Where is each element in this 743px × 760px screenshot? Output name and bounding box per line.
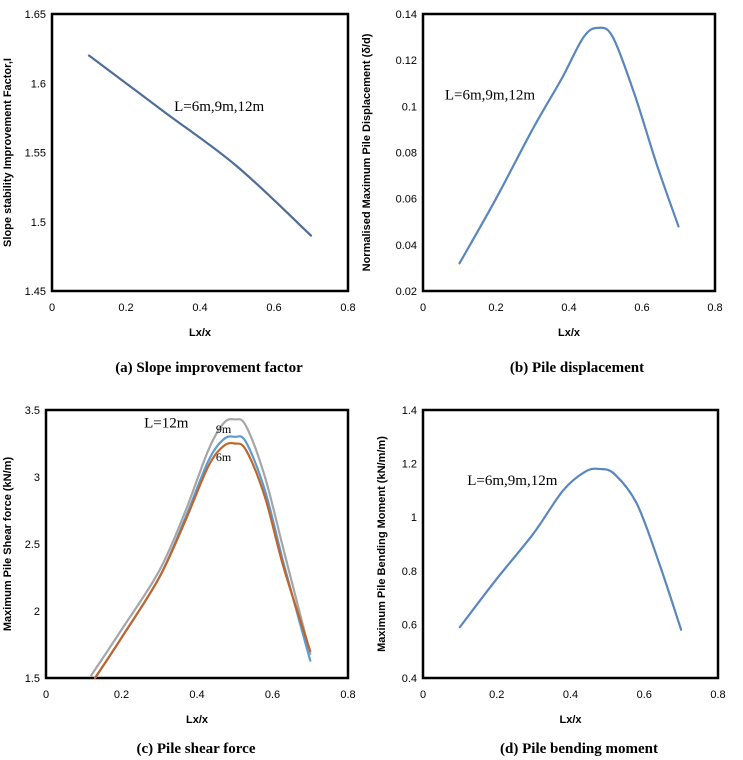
chart-3-caption: (d) Pile bending moment <box>500 741 658 757</box>
chart-1-plot-frame <box>421 12 717 293</box>
chart-3-series-line-0 <box>458 467 683 631</box>
chart-0-series-line-0 <box>87 54 313 237</box>
chart-3-y-tick-label: 1.4 <box>402 405 417 417</box>
chart-3-x-tick-label: 0.6 <box>637 689 652 701</box>
chart-0-y-tick-label: 1.45 <box>25 286 46 298</box>
chart-2-y-tick-label: 2.5 <box>25 539 40 551</box>
chart-2-annotation-label: L=12m <box>144 415 189 431</box>
chart-2-series-line-2 <box>93 441 312 680</box>
chart-2-y-axis-label: Maximum Pile Shear force (kN/m) <box>2 457 14 632</box>
chart-0-annotation-label: L=6m,9m,12m <box>174 99 264 115</box>
chart-3-x-tick-label: 0.8 <box>710 689 725 701</box>
chart-3-x-tick-label: 0 <box>420 689 426 701</box>
chart-3-plot-frame <box>421 408 720 680</box>
chart-2-series-line-0 <box>90 417 312 677</box>
chart-1-caption: (b) Pile displacement <box>510 360 644 376</box>
chart-2-y-tick-label: 3.5 <box>25 405 40 417</box>
chart-1-x-tick-label: 0.6 <box>634 302 649 314</box>
chart-3-x-tick-label: 0.4 <box>563 689 578 701</box>
chart-2-annotation-label: 9m <box>216 422 232 436</box>
chart-2-x-tick-label: 0.2 <box>114 689 129 701</box>
chart-0-y-tick-label: 1.6 <box>31 78 46 90</box>
chart-1-y-tick-label: 0.02 <box>396 286 417 298</box>
chart-1-x-tick-label: 0 <box>420 302 426 314</box>
chart-0-x-tick-label: 0.2 <box>118 302 133 314</box>
chart-3-y-tick-label: 0.6 <box>402 619 417 631</box>
chart-1-x-tick-label: 0.2 <box>488 302 503 314</box>
chart-1-x-tick-label: 0.8 <box>707 302 722 314</box>
chart-2-caption: (c) Pile shear force <box>137 741 256 757</box>
chart-1-y-tick-label: 0.1 <box>402 101 417 113</box>
chart-3-y-axis-label: Maximum Pile Bending Moment (kN/m/m) <box>376 436 388 652</box>
chart-2-y-tick-label: 3 <box>34 472 40 484</box>
chart-0-plot-frame <box>50 12 350 293</box>
chart-3-y-tick-label: 1.2 <box>402 459 417 471</box>
chart-1-y-tick-label: 0.06 <box>396 194 417 206</box>
chart-3-x-axis-label: Lx/x <box>559 714 582 726</box>
chart-0-x-tick-label: 0.8 <box>340 302 355 314</box>
chart-1-y-tick-label: 0.04 <box>396 240 417 252</box>
chart-2-y-tick-label: 1.5 <box>25 673 40 685</box>
chart-3-y-tick-label: 0.4 <box>402 673 417 685</box>
chart-2-y-tick-label: 2 <box>34 606 40 618</box>
chart-3-annotation-label: L=6m,9m,12m <box>467 473 557 489</box>
chart-1-x-axis-label: Lx/x <box>558 327 581 339</box>
chart-1-y-tick-label: 0.12 <box>396 55 417 67</box>
chart-0-x-tick-label: 0 <box>49 302 55 314</box>
chart-2-plot-frame <box>44 408 350 680</box>
chart-1-series-line-0 <box>458 26 680 265</box>
chart-3-x-tick-label: 0.2 <box>489 689 504 701</box>
chart-0-y-tick-label: 1.65 <box>25 9 46 21</box>
chart-3-y-tick-label: 0.8 <box>402 566 417 578</box>
chart-2-x-axis-label: Lx/x <box>186 714 209 726</box>
chart-1-y-axis-label: Normalised Maximum Pile Displacement (δ/… <box>361 33 373 271</box>
chart-2-x-tick-label: 0.4 <box>189 689 204 701</box>
chart-0-y-axis-label: Slope stability Improvement Factor,I <box>2 58 14 247</box>
chart-1-annotation-label: L=6m,9m,12m <box>445 87 535 103</box>
chart-0-caption: (a) Slope improvement factor <box>115 360 303 376</box>
chart-1-y-tick-label: 0.14 <box>396 9 417 21</box>
chart-2-x-tick-label: 0.6 <box>265 689 280 701</box>
chart-0-x-tick-label: 0.6 <box>266 302 281 314</box>
chart-0-x-tick-label: 0.4 <box>192 302 207 314</box>
chart-1-y-tick-label: 0.08 <box>396 148 417 160</box>
chart-2-annotation-label: 6m <box>216 450 232 464</box>
chart-0-x-axis-label: Lx/x <box>189 327 212 339</box>
chart-0-y-tick-label: 1.55 <box>25 148 46 160</box>
chart-2-x-tick-label: 0 <box>43 689 49 701</box>
chart-0-y-tick-label: 1.5 <box>31 217 46 229</box>
chart-2-x-tick-label: 0.8 <box>340 689 355 701</box>
chart-1-x-tick-label: 0.4 <box>561 302 576 314</box>
chart-3-y-tick-label: 1 <box>411 512 417 524</box>
chart-2-series-line-1 <box>93 435 312 680</box>
